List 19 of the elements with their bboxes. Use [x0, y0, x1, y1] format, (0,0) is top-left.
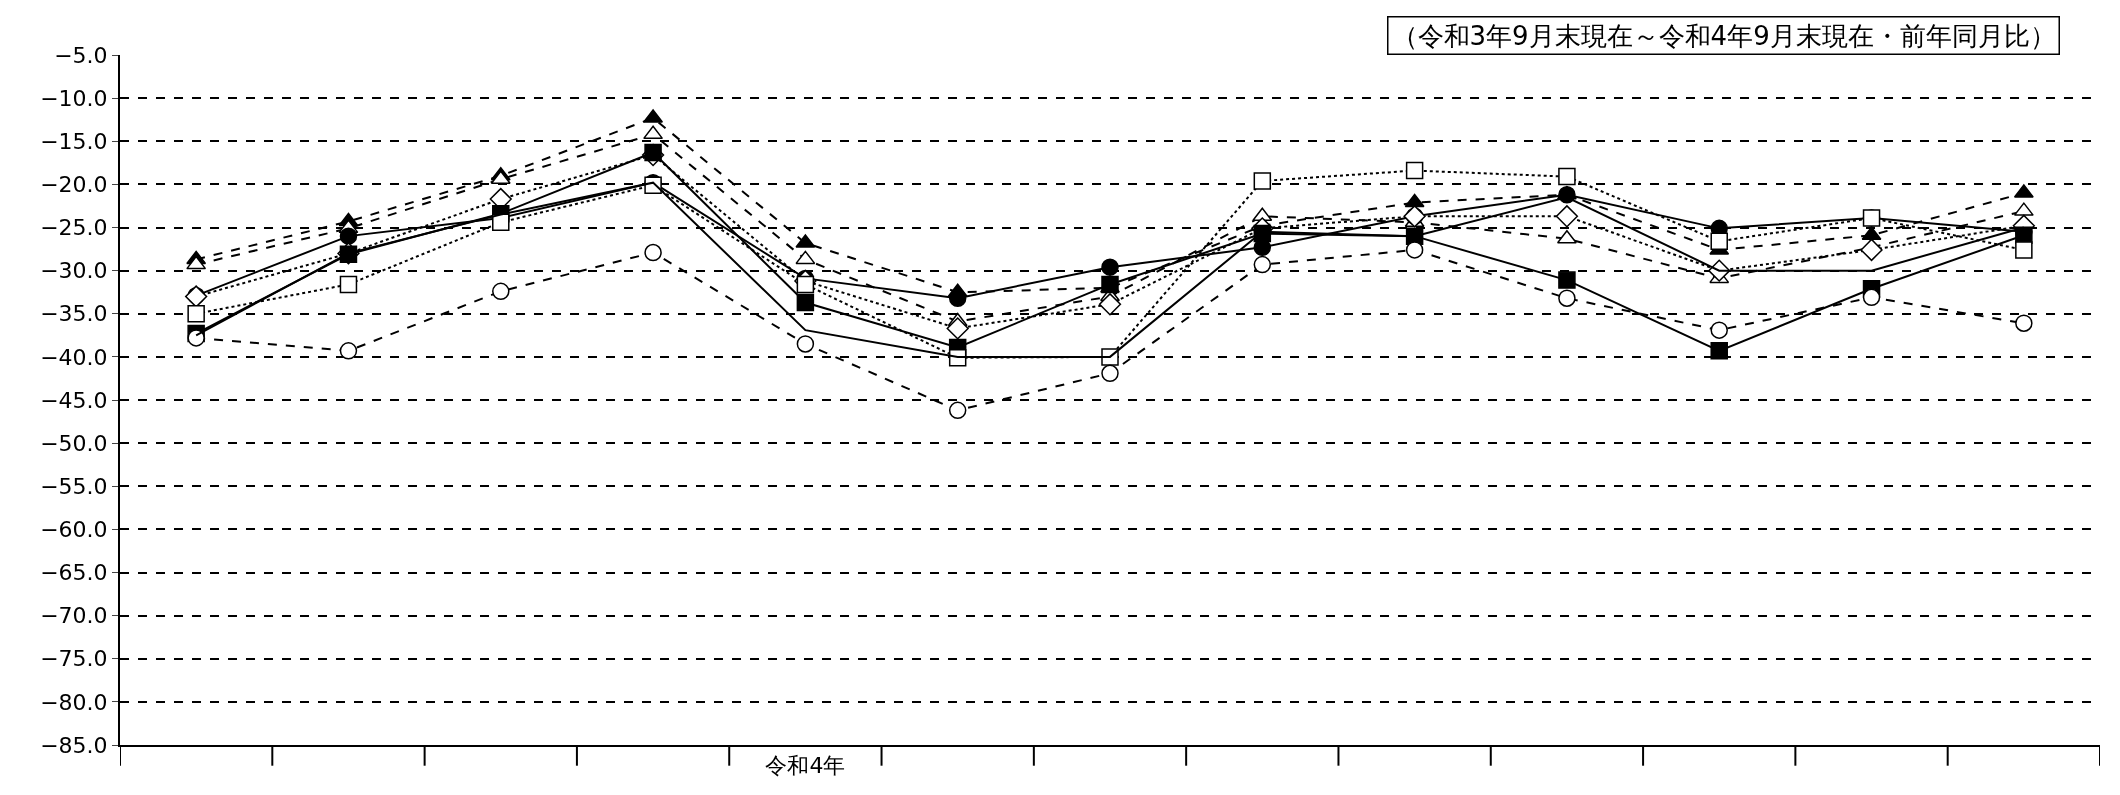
- y-tick-label: −65.0: [40, 560, 108, 586]
- y-tick-label: −5.0: [54, 42, 108, 68]
- y-tick-label: −10.0: [40, 85, 108, 111]
- x-tick-label: 令和4年: [765, 753, 846, 779]
- y-tick-label: −40.0: [40, 344, 108, 370]
- y-tick-label: −30.0: [40, 258, 108, 284]
- y-tick-label: −20.0: [40, 172, 108, 198]
- y-tick-label: −60.0: [40, 517, 108, 543]
- y-tick-label: −35.0: [40, 301, 108, 327]
- y-tick-label: −70.0: [40, 603, 108, 629]
- chart-title: （令和3年9月末現在～令和4年9月末現在・前年同月比）: [1391, 20, 2056, 51]
- y-tick-label: −50.0: [40, 430, 108, 456]
- y-tick-label: −15.0: [40, 128, 108, 154]
- y-tick-label: −25.0: [40, 215, 108, 241]
- y-tick-label: −80.0: [40, 689, 108, 715]
- y-tick-label: −75.0: [40, 646, 108, 672]
- y-tick-label: −55.0: [40, 473, 108, 499]
- y-tick-label: −85.0: [40, 732, 108, 758]
- y-tick-label: −45.0: [40, 387, 108, 413]
